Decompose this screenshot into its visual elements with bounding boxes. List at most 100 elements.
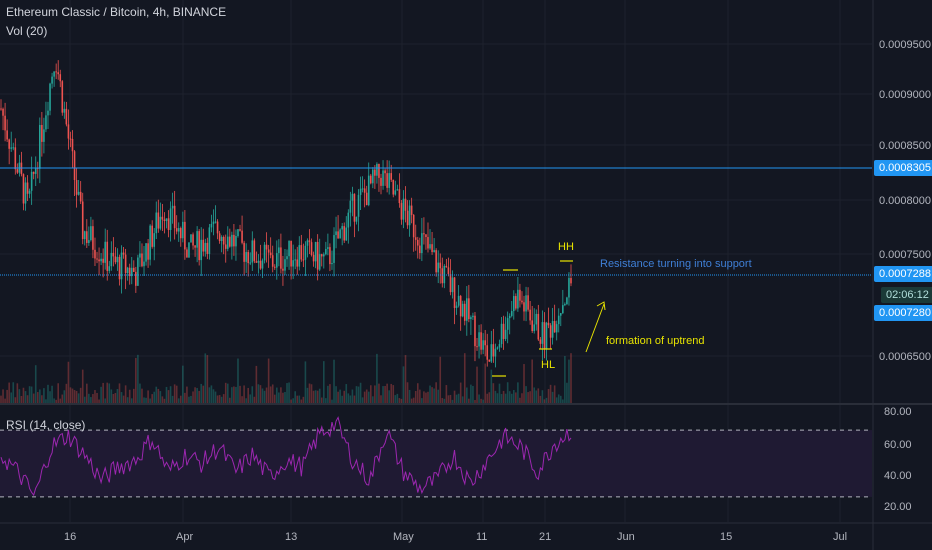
volume-bar: [425, 392, 427, 404]
candle-body: [288, 240, 290, 257]
candle-body: [276, 253, 278, 268]
volume-bar: [241, 396, 243, 404]
volume-bar: [320, 397, 323, 404]
volume-indicator-label[interactable]: Vol (20): [6, 24, 48, 38]
rsi-pane[interactable]: [0, 416, 872, 498]
candle-body: [245, 252, 247, 262]
price-candles[interactable]: [0, 60, 572, 368]
symbol-title[interactable]: Ethereum Classic / Bitcoin, 4h, BINANCE: [6, 5, 227, 19]
volume-bar: [8, 382, 10, 404]
candle-body: [108, 266, 111, 271]
volume-bar: [90, 397, 92, 404]
volume-bar: [0, 395, 2, 404]
volume-bar: [474, 399, 476, 404]
candle-body: [404, 198, 407, 211]
candle-body: [502, 323, 505, 339]
volume-bar: [182, 365, 184, 404]
candle-body: [182, 221, 184, 239]
volume-bar: [108, 383, 111, 404]
candle-body: [425, 234, 427, 238]
volume-bar: [378, 383, 380, 404]
volume-bar: [26, 395, 29, 404]
volume-bar: [128, 389, 131, 404]
candle-body: [14, 147, 17, 170]
rsi-tick: 60.00: [884, 439, 912, 451]
candle-body: [431, 244, 433, 253]
candle-body: [316, 241, 319, 270]
candle-body: [267, 249, 270, 253]
candle-body: [435, 250, 437, 273]
volume-bar: [106, 382, 109, 404]
volume-bar: [559, 395, 562, 404]
volume-bar: [453, 390, 456, 404]
candle-body: [200, 239, 203, 261]
volume-bar: [145, 397, 147, 404]
candle-body: [378, 163, 380, 178]
candle-body: [331, 262, 333, 265]
volume-bar: [494, 390, 497, 404]
volume-bar: [316, 390, 319, 404]
support-price-badge[interactable]: 0.0007288: [874, 266, 932, 282]
candle-body: [357, 194, 360, 217]
volume-bar: [349, 395, 352, 404]
volume-bar: [202, 385, 205, 404]
candle-body: [43, 129, 45, 142]
volume-bar: [557, 394, 560, 404]
volume-bar: [151, 394, 153, 404]
candle-body: [141, 253, 143, 267]
candle-body: [517, 289, 519, 309]
candle-body: [441, 268, 444, 284]
volume-bar: [519, 397, 521, 404]
candle-body: [90, 226, 92, 241]
volume-bar: [235, 386, 237, 404]
candle-body: [0, 108, 2, 110]
volume-bar: [457, 393, 460, 404]
candle-body: [55, 71, 57, 73]
volume-bar: [198, 390, 200, 404]
candle-body: [327, 247, 329, 249]
volume-bar: [329, 384, 331, 404]
candle-body: [161, 216, 164, 220]
candle-body: [296, 259, 299, 267]
volume-bar: [355, 386, 358, 404]
volume-bar: [173, 384, 176, 404]
volume-bar: [298, 395, 301, 404]
volume-bar: [214, 391, 217, 404]
volume-bar: [290, 399, 292, 404]
volume-bar: [390, 383, 393, 404]
volume-bar: [376, 353, 378, 404]
annotation-marks: [492, 260, 606, 377]
horizontal-lines[interactable]: [0, 167, 872, 276]
volume-bar: [147, 390, 149, 404]
volume-bar: [533, 387, 536, 404]
volume-bar: [282, 392, 284, 404]
volume-bar: [441, 398, 444, 404]
time-tick: Apr: [176, 531, 194, 543]
candle-body: [39, 124, 41, 169]
volume-bar: [132, 388, 135, 404]
candle-body: [186, 249, 188, 258]
volume-bar: [525, 386, 527, 404]
volume-bar: [394, 395, 397, 404]
candle-body: [208, 227, 211, 254]
volume-bar: [568, 359, 570, 404]
candle-body: [226, 236, 229, 249]
candle-body: [98, 259, 100, 262]
candle-body: [325, 248, 327, 255]
candle-body: [555, 324, 558, 333]
candle-body: [416, 239, 419, 246]
volume-bar: [359, 382, 362, 404]
last-price-badge[interactable]: 0.0007280: [874, 305, 932, 321]
candle-body: [284, 259, 286, 271]
resistance-price-badge[interactable]: 0.0008305: [874, 160, 932, 176]
candle-body: [159, 216, 162, 229]
candle-body: [398, 189, 401, 204]
volume-bar: [45, 399, 47, 404]
candle-body: [508, 315, 511, 319]
time-tick: Jul: [833, 531, 848, 543]
rsi-indicator-label[interactable]: RSI (14, close): [6, 418, 86, 432]
candle-body: [165, 218, 168, 221]
candle-body: [2, 108, 4, 116]
candle-body: [184, 221, 186, 250]
